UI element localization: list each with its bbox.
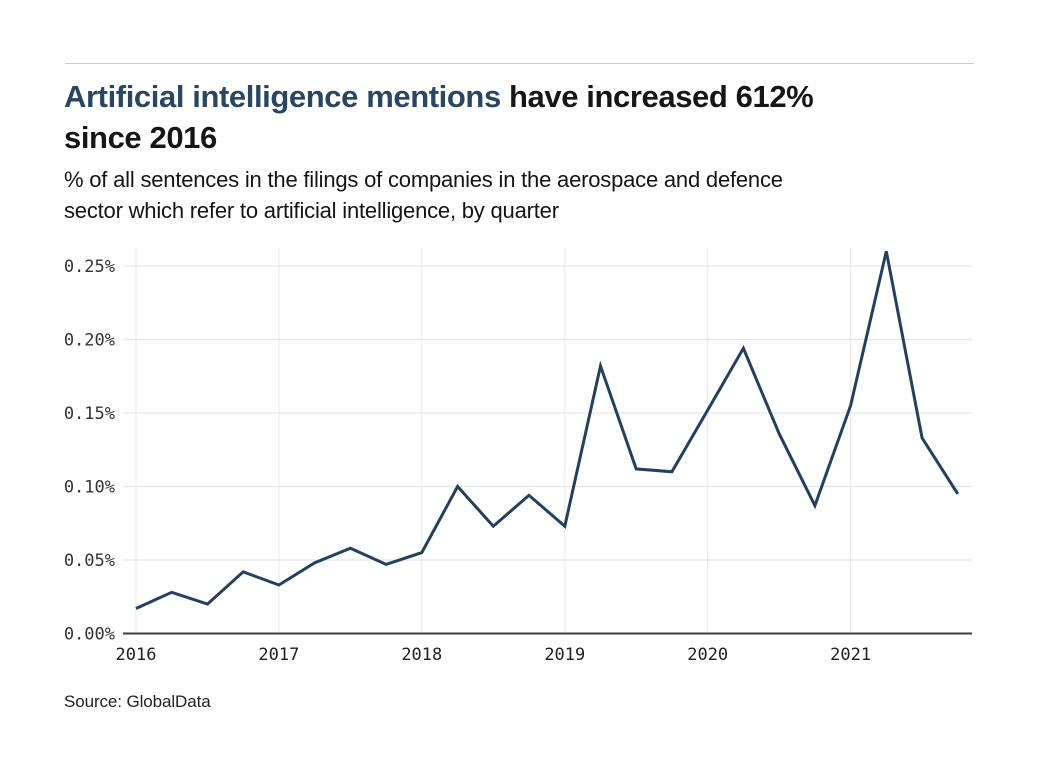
- x-tick-label: 2018: [401, 645, 442, 665]
- y-tick-label: 0.00%: [64, 625, 115, 645]
- chart-title-highlight: Artificial intelligence mentions: [64, 79, 501, 114]
- header-divider: [65, 63, 974, 64]
- x-gridlines: [135, 248, 852, 634]
- chart-title: Artificial intelligence mentions have in…: [64, 76, 994, 158]
- y-gridlines: [123, 265, 972, 561]
- chart-title-rest: have increased 612% since 2016: [64, 79, 814, 155]
- y-tick-label: 0.15%: [64, 404, 115, 424]
- y-tick-label: 0.10%: [64, 478, 115, 498]
- y-tick-label: 0.05%: [64, 551, 115, 571]
- x-tick-label: 2019: [544, 645, 585, 665]
- y-tick-label: 0.20%: [64, 331, 115, 351]
- x-axis-labels: 2016 2017 2018 2019 2020 2021: [116, 645, 872, 665]
- source-note: Source: GlobalData: [64, 692, 211, 711]
- x-tick-label: 2016: [116, 645, 157, 665]
- y-axis-labels: 0.00% 0.05% 0.10% 0.15% 0.20% 0.25%: [64, 257, 115, 645]
- x-tick-label: 2021: [830, 645, 871, 665]
- data-line-series: [135, 250, 960, 610]
- chart-subtitle: % of all sentences in the filings of com…: [64, 167, 783, 223]
- x-tick-label: 2020: [687, 645, 728, 665]
- x-tick-label: 2017: [258, 645, 299, 665]
- y-tick-label: 0.25%: [64, 257, 115, 277]
